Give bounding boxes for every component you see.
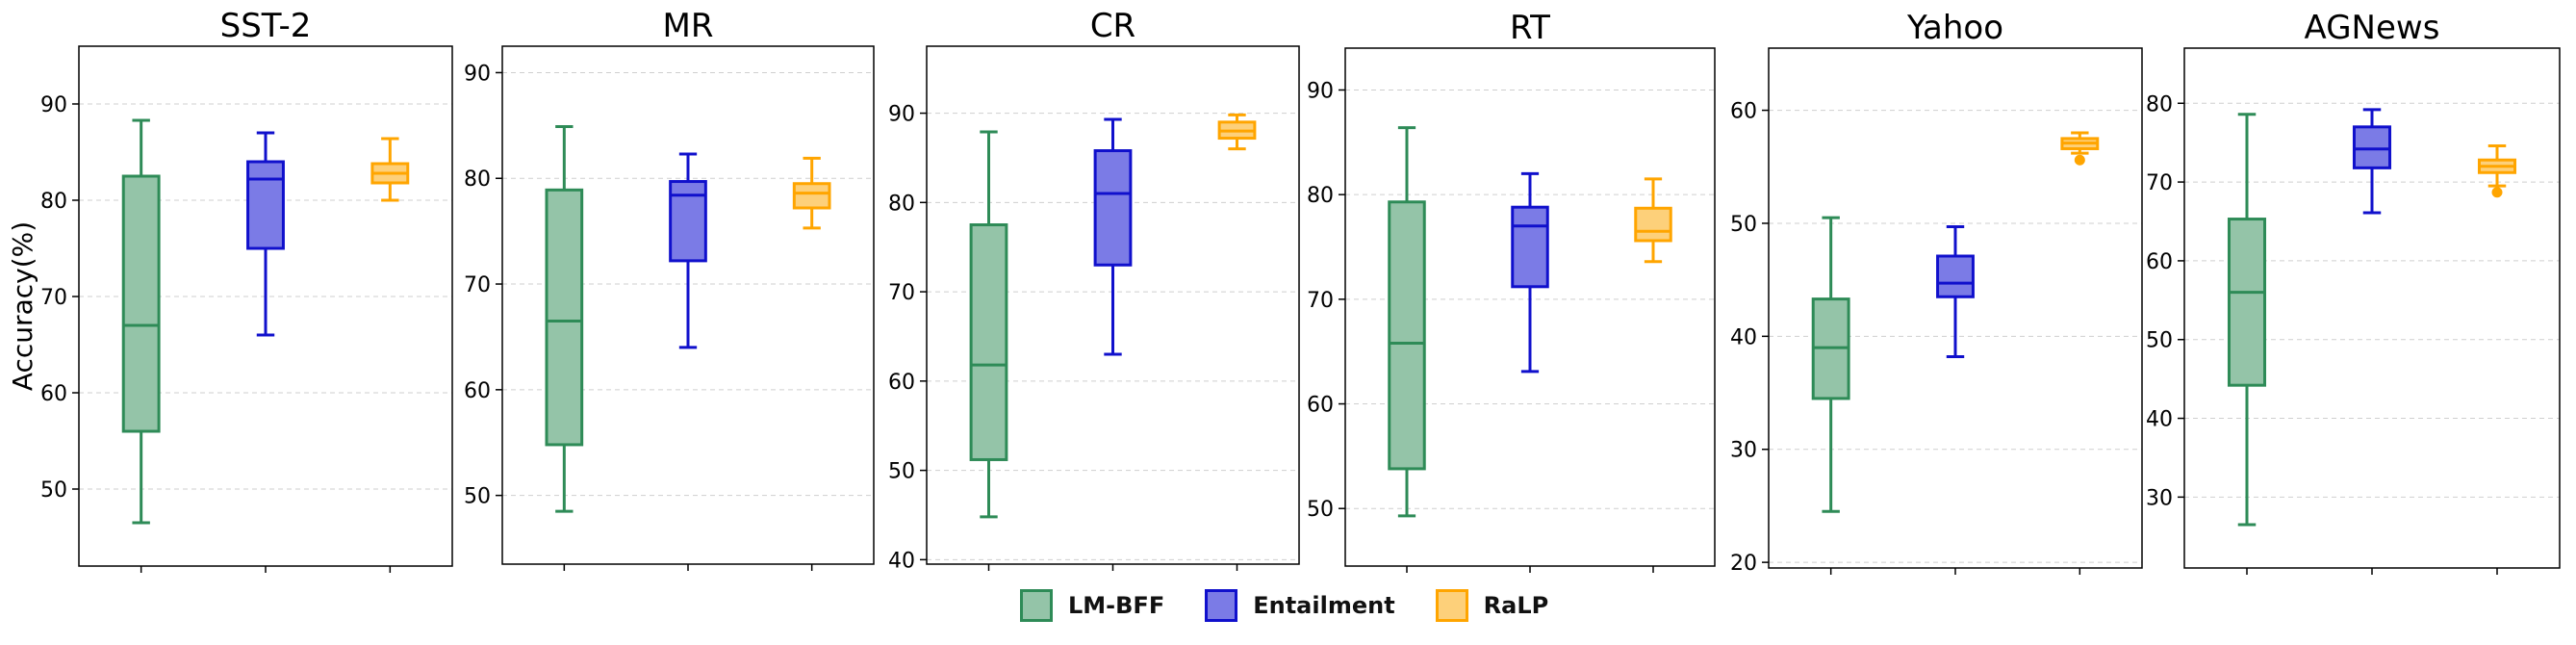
flier-yahoo-ralp-0 [2074,154,2085,166]
frame-cr [926,45,1300,565]
legend-item-lm-bff: LM-BFF [1020,589,1164,622]
legend-swatch-lm-bff [1020,589,1053,622]
frame-mr [501,45,875,565]
box-sst-2-entailment [246,160,285,250]
ytick-label-cr-50: 50 [888,460,915,484]
frame-yahoo [1768,47,2143,569]
ytick-label-yahoo-30: 30 [1730,439,1757,463]
box-yahoo-entailment [1936,254,1975,298]
box-cr-lm-bff [969,223,1008,461]
ytick-label-agnews-60: 60 [2146,250,2173,274]
panel-title-mr: MR [663,7,714,45]
box-sst-2-lm-bff [121,174,161,433]
box-rt-ralp [1634,206,1672,243]
panel-title-agnews: AGNews [2305,9,2440,47]
box-agnews-lm-bff [2227,218,2267,387]
ytick-label-mr-70: 70 [464,273,491,297]
ytick-label-rt-90: 90 [1307,79,1334,103]
ytick-label-mr-90: 90 [464,62,491,86]
box-mr-ralp [792,182,831,210]
box-cr-entailment [1093,149,1133,267]
ytick-label-mr-80: 80 [464,168,491,192]
legend-item-entailment: Entailment [1205,589,1395,622]
ytick-label-cr-60: 60 [888,371,915,395]
panel-title-rt: RT [1510,9,1550,47]
box-rt-lm-bff [1388,200,1426,471]
ytick-label-sst-2-50: 50 [40,478,67,503]
ytick-label-rt-70: 70 [1307,289,1334,313]
ytick-label-agnews-50: 50 [2146,329,2173,353]
ytick-label-rt-50: 50 [1307,498,1334,522]
box-mr-entailment [669,180,707,263]
ytick-label-agnews-30: 30 [2146,486,2173,510]
ytick-label-mr-50: 50 [464,485,491,509]
panel-title-yahoo: Yahoo [1906,9,2003,47]
ytick-label-yahoo-60: 60 [1730,100,1757,124]
ytick-label-cr-90: 90 [888,103,915,127]
ytick-label-yahoo-50: 50 [1730,213,1757,237]
legend-label-ralp: RaLP [1483,592,1549,619]
legend-swatch-ralp [1435,589,1468,622]
ytick-label-cr-40: 40 [888,549,915,573]
panel-title-sst-2: SST-2 [220,7,312,45]
box-rt-entailment [1511,205,1549,289]
legend-swatch-entailment [1205,589,1238,622]
panel-title-cr: CR [1090,7,1135,45]
flier-agnews-ralp-0 [2491,187,2503,198]
ytick-label-mr-60: 60 [464,379,491,403]
ytick-label-sst-2-80: 80 [40,190,67,214]
ytick-label-sst-2-90: 90 [40,93,67,117]
ytick-label-sst-2-70: 70 [40,286,67,310]
frame-rt [1344,47,1716,567]
ytick-label-cr-80: 80 [888,192,915,216]
frame-agnews [2183,47,2561,569]
box-agnews-entailment [2352,125,2392,169]
legend: LM-BFF Entailment RaLP [1020,589,1548,622]
ytick-label-cr-70: 70 [888,281,915,305]
box-mr-lm-bff [545,188,584,447]
legend-label-lm-bff: LM-BFF [1068,592,1165,619]
y-axis-label: Accuracy(%) [7,221,38,391]
ytick-label-agnews-80: 80 [2146,92,2173,116]
legend-item-ralp: RaLP [1435,589,1549,622]
ytick-label-rt-80: 80 [1307,184,1334,208]
frame-sst-2 [78,45,453,567]
ytick-label-rt-60: 60 [1307,394,1334,418]
ytick-label-agnews-70: 70 [2146,171,2173,195]
ytick-label-sst-2-60: 60 [40,382,67,406]
ytick-label-yahoo-40: 40 [1730,325,1757,349]
legend-label-entailment: Entailment [1253,592,1395,619]
ytick-label-agnews-40: 40 [2146,408,2173,432]
ytick-label-yahoo-20: 20 [1730,552,1757,576]
